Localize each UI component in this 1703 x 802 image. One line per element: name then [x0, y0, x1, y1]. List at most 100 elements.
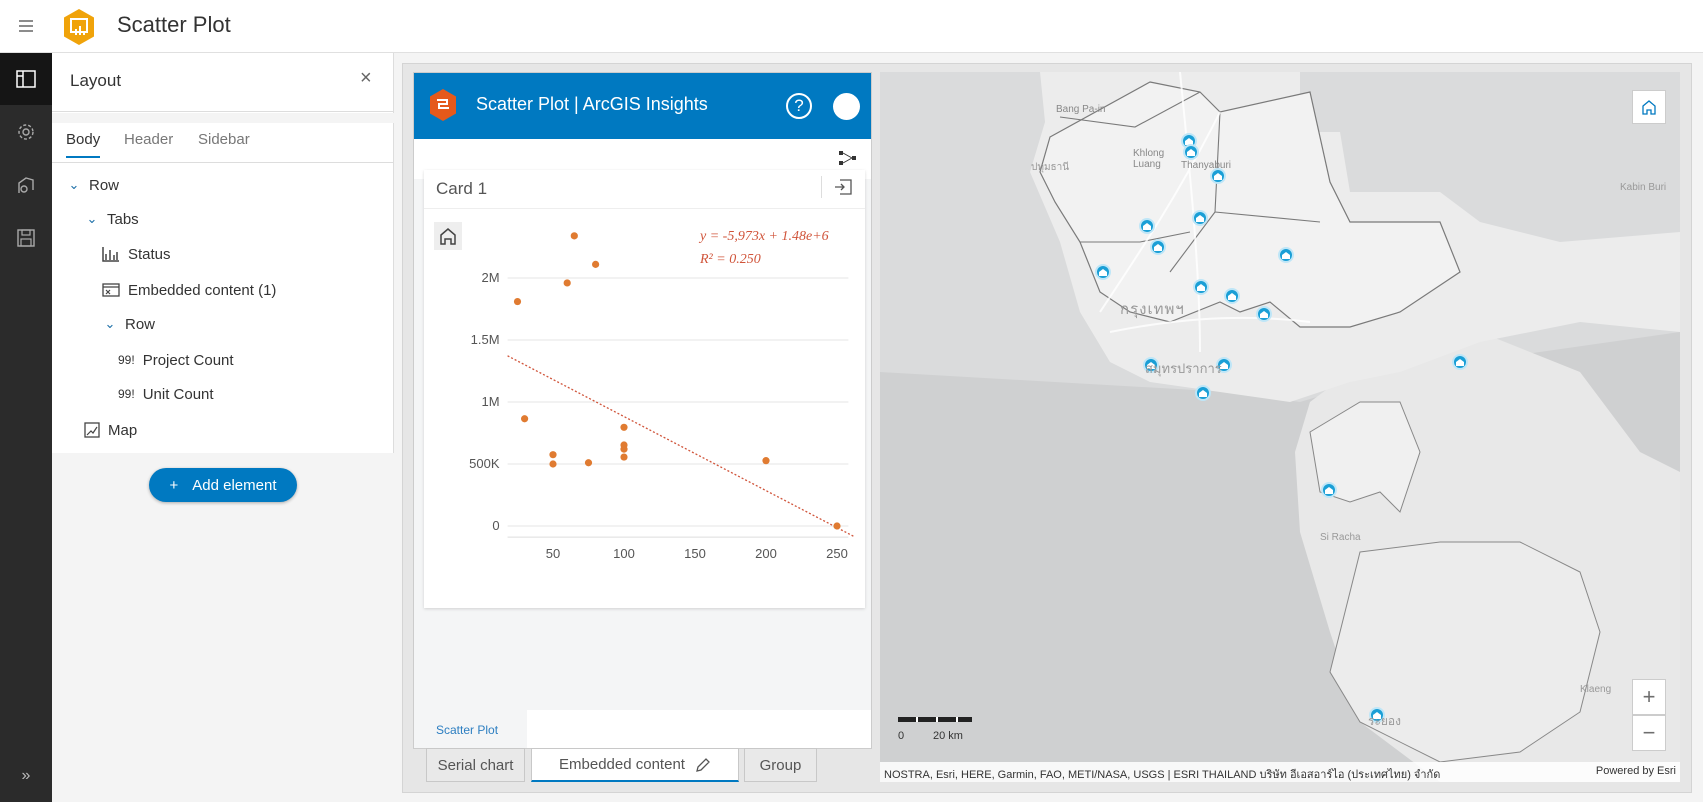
- tree-item-status[interactable]: Status: [102, 242, 171, 266]
- map-icon: [84, 422, 100, 438]
- embed-icon: [102, 283, 120, 297]
- layout-panel: Layout × Body Header Sidebar ⌄ Row ⌄ Tabs …: [52, 53, 394, 802]
- gear-icon[interactable]: [0, 106, 52, 158]
- tab-serial-chart[interactable]: Serial chart: [426, 748, 525, 782]
- text-icon: 99!: [118, 387, 135, 401]
- tree-label: Status: [128, 245, 171, 263]
- tab-label: Embedded content: [559, 756, 685, 773]
- close-icon[interactable]: ×: [360, 67, 372, 89]
- house-marker-icon[interactable]: [1278, 247, 1294, 263]
- map-label: Klaeng: [1580, 684, 1612, 695]
- insights-title: Scatter Plot | ArcGIS Insights: [476, 94, 708, 114]
- house-marker-icon[interactable]: [1095, 264, 1111, 280]
- share-icon[interactable]: [838, 150, 858, 171]
- tree-item-tabs[interactable]: ⌄ Tabs: [85, 207, 139, 231]
- house-marker-icon[interactable]: [1193, 279, 1209, 295]
- powered-by-esri[interactable]: Powered by Esri: [1595, 765, 1676, 777]
- tree-item-row-2[interactable]: ⌄ Row: [103, 312, 155, 336]
- tree-item-row[interactable]: ⌄ Row: [67, 173, 119, 197]
- chevron-down-icon[interactable]: ⌄: [86, 211, 98, 226]
- map-home-button[interactable]: [1632, 90, 1666, 124]
- house-marker-icon[interactable]: [1195, 385, 1211, 401]
- attribution-bar: NOSTRA, Esri, HERE, Garmin, FAO, METI/NA…: [880, 762, 1680, 782]
- x-tick-label: 200: [755, 546, 777, 561]
- trendline-r2: R² = 0.250: [700, 252, 761, 267]
- house-marker-icon[interactable]: [1210, 168, 1226, 184]
- avatar[interactable]: [833, 93, 860, 120]
- y-tick-label: 1M: [481, 394, 500, 409]
- house-marker-icon[interactable]: [1139, 218, 1155, 234]
- save-icon[interactable]: [0, 212, 52, 264]
- x-tick-label: 250: [826, 546, 848, 561]
- double-chevron-right-icon[interactable]: »: [21, 767, 31, 784]
- top-bar: Scatter Plot: [0, 0, 1703, 53]
- panel-title: Layout: [70, 71, 122, 90]
- house-marker-icon[interactable]: [1143, 357, 1159, 373]
- house-marker-icon[interactable]: [1183, 144, 1199, 160]
- add-element-button[interactable]: + Add element: [149, 468, 297, 502]
- map-label: ระยอง: [1368, 714, 1401, 728]
- x-tick-label: 50: [545, 546, 561, 561]
- chart-icon: [102, 247, 119, 262]
- map-label: Si Racha: [1320, 532, 1361, 543]
- layout-icon[interactable]: [0, 53, 52, 105]
- house-marker-icon[interactable]: [1192, 210, 1208, 226]
- tab-header[interactable]: Header: [124, 131, 174, 148]
- chevron-down-icon[interactable]: ⌄: [104, 316, 116, 331]
- house-marker-icon[interactable]: [1150, 239, 1166, 255]
- map-label: กรุงเทพฯ: [1120, 301, 1185, 318]
- insights-header: Scatter Plot | ArcGIS Insights ?: [414, 73, 871, 139]
- theme-icon[interactable]: [0, 159, 52, 211]
- map-label: สมุทรปราการ: [1145, 361, 1222, 376]
- chart-home-icon[interactable]: [434, 222, 462, 250]
- scale-label: 20 km: [933, 730, 963, 742]
- tree-item-project-count[interactable]: 99! Project Count: [118, 348, 234, 372]
- house-marker-icon[interactable]: [1224, 288, 1240, 304]
- home-icon: [1642, 100, 1656, 115]
- card-title: Card 1: [436, 179, 488, 198]
- tree-item-embedded[interactable]: Embedded content (1): [102, 278, 276, 302]
- house-marker-icon[interactable]: [1452, 354, 1468, 370]
- house-marker-icon[interactable]: [1321, 482, 1337, 498]
- tree-item-unit-count[interactable]: 99! Unit Count: [118, 382, 214, 406]
- map-label: Kabin Buri: [1620, 182, 1667, 193]
- tree-label: Embedded content (1): [128, 281, 277, 299]
- map-label: Thanyaburi: [1181, 160, 1232, 171]
- basemap: [880, 72, 1680, 782]
- tree-label: Project Count: [142, 351, 234, 369]
- tab-body[interactable]: Body: [66, 131, 101, 158]
- tree-label: Row: [125, 315, 156, 333]
- map-label: Bang Pa-in: [1056, 104, 1106, 115]
- tree-label: Row: [89, 176, 120, 194]
- house-marker-icon[interactable]: [1369, 707, 1385, 723]
- zoom-out-button[interactable]: −: [1632, 715, 1666, 751]
- tree-item-map[interactable]: Map: [84, 418, 137, 442]
- help-icon[interactable]: ?: [786, 93, 812, 119]
- tree-label: Map: [108, 421, 138, 439]
- trendline-equation: y = -5,973x + 1.48e+6: [700, 229, 829, 244]
- tab-group[interactable]: Group: [744, 748, 817, 782]
- tree-label: Tabs: [107, 210, 139, 228]
- side-rail: »: [0, 53, 52, 802]
- pencil-icon[interactable]: [695, 757, 711, 773]
- house-marker-icon[interactable]: [1216, 357, 1232, 373]
- card-export-icon[interactable]: [834, 179, 852, 200]
- hamburger-icon[interactable]: [16, 16, 36, 36]
- y-tick-label: 1.5M: [470, 332, 500, 347]
- text-icon: 99!: [118, 353, 135, 367]
- tab-label: Group: [759, 756, 802, 774]
- zoom-in-button[interactable]: +: [1632, 679, 1666, 715]
- map-label: ปทุมธานี: [1031, 162, 1070, 173]
- house-marker-icon[interactable]: [1256, 306, 1272, 322]
- add-element-label: Add element: [192, 476, 277, 494]
- y-tick-label: 0: [492, 518, 500, 533]
- insights-logo: [428, 88, 458, 127]
- tab-embedded-content[interactable]: Embedded content: [531, 748, 739, 782]
- map-widget[interactable]: Bang Pa-in Thanyaburi Khlong Luang ปทุมธ…: [880, 72, 1680, 782]
- tab-sidebar[interactable]: Sidebar: [198, 131, 250, 148]
- x-tick-label: 100: [613, 546, 635, 561]
- tab-scatter-plot[interactable]: Scatter Plot: [436, 723, 499, 737]
- chevron-down-icon[interactable]: ⌄: [68, 177, 80, 192]
- app-logo: [62, 8, 96, 51]
- attribution-text[interactable]: NOSTRA, Esri, HERE, Garmin, FAO, METI/NA…: [884, 769, 1441, 781]
